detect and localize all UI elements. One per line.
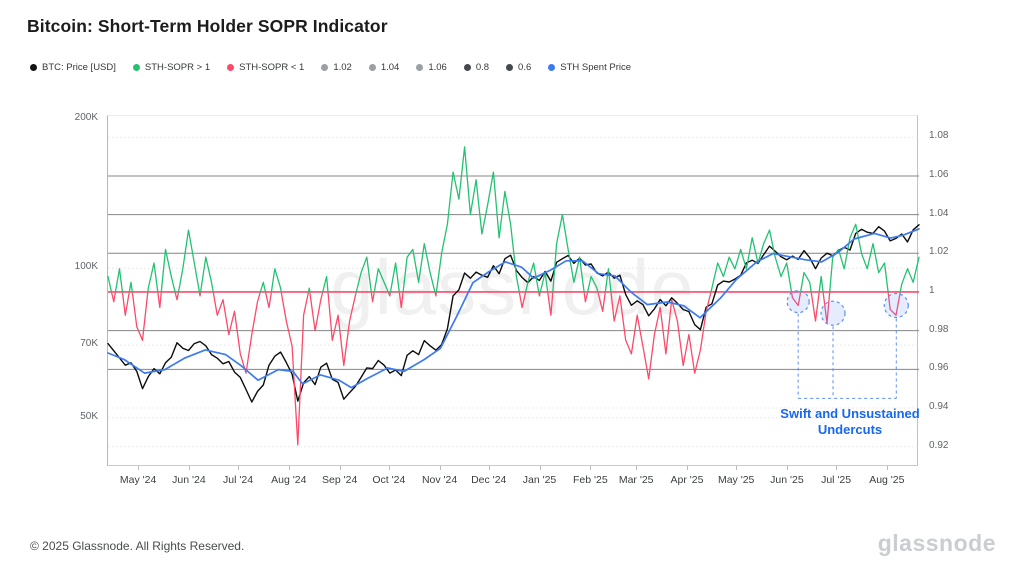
undercut-circle (786, 290, 810, 314)
chart-canvas[interactable] (107, 116, 920, 467)
x-axis-label: Sep '24 (322, 474, 358, 486)
x-axis-tick (288, 466, 290, 470)
legend-item[interactable]: STH-SOPR > 1 (132, 62, 211, 73)
legend-item[interactable]: BTC: Price [USD] (30, 62, 116, 73)
legend-dot-icon (506, 64, 514, 71)
sopr-axis-label: 0.92 (929, 439, 949, 451)
x-axis-label: May '24 (119, 474, 157, 486)
x-axis-label: Aug '25 (869, 474, 905, 486)
sopr-axis-label: 0.96 (929, 362, 949, 374)
legend-label: 0.6 (518, 62, 532, 73)
x-axis-label: Jan '25 (522, 474, 557, 486)
x-axis-label: Jun '24 (172, 474, 206, 486)
annotation-line-2: Undercuts (817, 422, 883, 437)
legend-dot-icon (227, 64, 235, 71)
annotation-text: Swift and Unsustained Undercuts (764, 406, 936, 438)
legend-item[interactable]: STH Spent Price (548, 62, 631, 73)
sopr-axis-label: 1.02 (929, 246, 949, 258)
legend-item[interactable]: 0.6 (506, 62, 531, 73)
legend-item[interactable]: 1.02 (321, 62, 352, 73)
legend-dot-icon (321, 64, 329, 71)
x-axis-label: Nov '24 (421, 474, 458, 486)
x-axis-tick (687, 466, 689, 470)
price-axis-label: 50K (80, 410, 98, 422)
legend-dot-icon (463, 64, 471, 71)
x-axis-tick (238, 466, 240, 470)
sopr-axis-label: 1.04 (929, 207, 949, 219)
annotation-line-1: Swift and Unsustained (780, 406, 920, 421)
undercut-circle (820, 300, 846, 326)
page-title: Bitcoin: Short-Term Holder SOPR Indicato… (27, 16, 388, 36)
undercut-circle (883, 292, 909, 319)
legend-label: 1.04 (380, 62, 400, 73)
sopr-axis-label: 1 (929, 284, 935, 296)
btc-price-line (107, 224, 920, 403)
legend-item[interactable]: 1.04 (368, 62, 400, 73)
legend-item[interactable]: STH-SOPR < 1 (227, 62, 304, 73)
x-axis-label: Jun '25 (770, 474, 804, 486)
legend-dot-icon (368, 64, 376, 71)
legend-item[interactable]: 0.8 (463, 62, 490, 73)
x-axis-tick (836, 466, 838, 470)
x-axis-tick (388, 466, 390, 470)
x-axis-label: Jul '24 (223, 474, 254, 486)
legend-dot-icon (416, 64, 424, 71)
price-axis-label: 70K (80, 338, 98, 350)
x-axis-label: Oct '24 (372, 474, 406, 486)
legend-dot-icon (132, 64, 140, 71)
sopr-axis-label: 0.98 (929, 323, 949, 335)
x-axis-tick (636, 466, 638, 470)
x-axis-label: Dec '24 (471, 474, 507, 486)
sth-sopr-above-1-line (107, 146, 920, 293)
x-axis-tick (138, 466, 140, 470)
x-axis-tick (736, 466, 738, 470)
x-axis-label: Apr '25 (670, 474, 704, 486)
x-axis-tick (339, 466, 341, 470)
legend-label: STH Spent Price (560, 62, 631, 73)
sopr-axis-label: 1.06 (929, 168, 949, 180)
x-axis-tick (188, 466, 190, 470)
x-axis-tick (786, 466, 788, 470)
sopr-axis-label: 0.94 (929, 401, 949, 413)
sopr-axis-label: 1.08 (929, 130, 949, 142)
x-axis-label: May '25 (717, 474, 755, 486)
copyright-text: © 2025 Glassnode. All Rights Reserved. (30, 539, 245, 553)
glassnode-logo: glassnode (877, 530, 996, 556)
x-axis-label: Feb '25 (572, 474, 608, 486)
chart-legend: BTC: Price [USD] STH-SOPR > 1 STH-SOPR < 1… (30, 62, 631, 73)
x-axis-tick (439, 466, 441, 470)
legend-label: 0.8 (475, 62, 490, 73)
price-axis-label: 100K (74, 261, 98, 273)
price-axis-label: 200K (74, 111, 98, 123)
sth-sopr-below-1-line (110, 291, 901, 446)
legend-item[interactable]: 1.06 (416, 62, 447, 73)
x-axis-label: Jul '25 (821, 474, 852, 486)
legend-label: STH-SOPR > 1 (144, 62, 211, 73)
x-axis-tick (590, 466, 592, 470)
x-axis-label: Mar '25 (618, 474, 654, 486)
x-axis-tick (539, 466, 541, 470)
x-axis-tick (488, 466, 490, 470)
legend-dot-icon (30, 64, 37, 71)
x-axis-label: Aug '24 (271, 474, 307, 486)
x-axis-tick (886, 466, 888, 470)
legend-label: 1.02 (333, 62, 352, 73)
legend-label: STH-SOPR < 1 (239, 62, 305, 73)
legend-dot-icon (548, 64, 556, 71)
sth-spent-price-line (107, 228, 920, 389)
legend-label: BTC: Price [USD] (42, 62, 116, 73)
legend-label: 1.06 (428, 62, 447, 73)
